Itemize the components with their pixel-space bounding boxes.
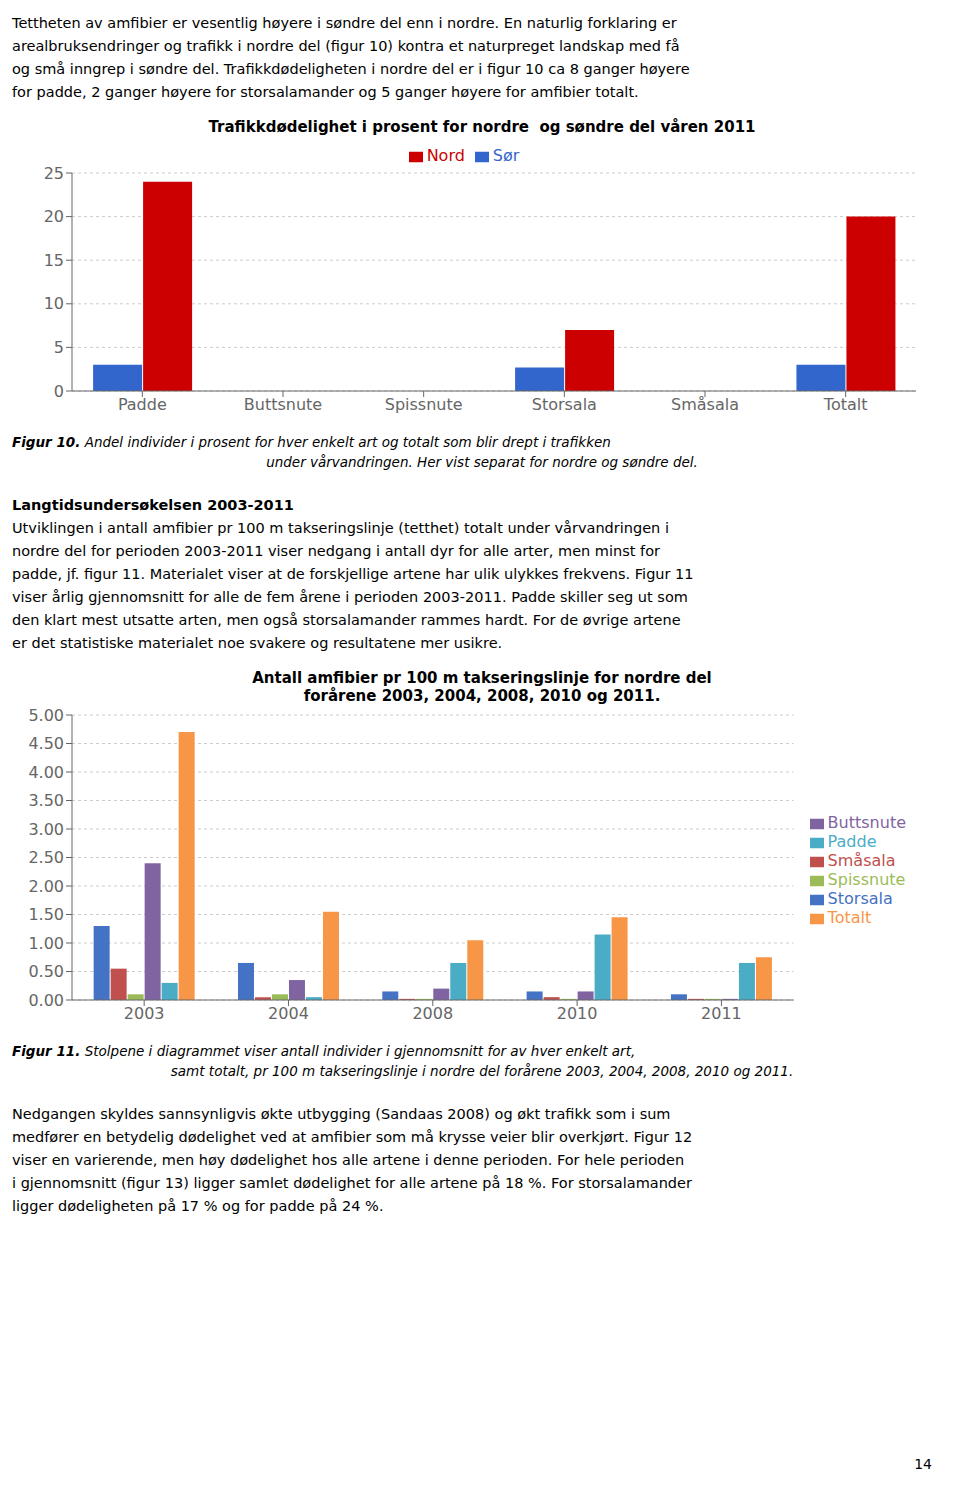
html-text:samt totalt, pr 100 m takserin: samt totalt, pr 100 m takseringslinje i … <box>170 1063 794 1079</box>
html-text:padde, jf. figur 11. Materiale: padde, jf. figur 11. Materialet viser at… <box>12 566 694 582</box>
svg-text:2003: 2003 <box>124 1004 165 1023</box>
html-text:Buttsnute: Buttsnute <box>827 813 906 832</box>
svg-text:0: 0 <box>54 382 64 401</box>
html-text:ligger dødeligheten på 17 % og: ligger dødeligheten på 17 % og for padde… <box>12 1198 384 1214</box>
svg-text:4.00: 4.00 <box>28 763 64 782</box>
html-text:Nedgangen skyldes sannsynligvi: Nedgangen skyldes sannsynligvis økte utb… <box>12 1106 671 1122</box>
html-text:viser en varierende, men høy d: viser en varierende, men høy dødelighet … <box>12 1152 685 1168</box>
html-text:Storsala: Storsala <box>827 889 893 908</box>
svg-text:20: 20 <box>44 207 64 226</box>
html-text:Padde: Padde <box>827 832 877 851</box>
svg-text:15: 15 <box>44 251 64 270</box>
html-text:Figur 10. Andel individer i pr: Figur 10. Andel individer i prosent for … <box>12 434 611 450</box>
svg-text:2.50: 2.50 <box>28 848 64 867</box>
svg-text:10: 10 <box>44 294 64 313</box>
html-text:nordre del for perioden 2003-2: nordre del for perioden 2003-2011 viser … <box>12 543 660 559</box>
html-text:Trafikkdødelighet i prosent fo: Trafikkdødelighet i prosent for nordre o… <box>208 118 756 136</box>
svg-text:2008: 2008 <box>412 1004 453 1023</box>
html-text:under vårvandringen. Her vist: under vårvandringen. Her vist separat fo… <box>266 454 698 470</box>
html-text:Utviklingen i antall amfibier: Utviklingen i antall amfibier pr 100 m t… <box>12 520 669 536</box>
svg-text:1.50: 1.50 <box>28 905 64 924</box>
svg-text:Totalt: Totalt <box>823 395 868 414</box>
html-text:Langtidsundersøkelsen 2003-201: Langtidsundersøkelsen 2003-2011 <box>12 497 294 513</box>
html-text:Nord: Nord <box>426 146 465 165</box>
html-text:Tettheten av amfibier er vesen: Tettheten av amfibier er vesentlig høyer… <box>12 15 677 31</box>
html-text:for padde, 2 ganger høyere for: for padde, 2 ganger høyere for storsalam… <box>12 84 639 100</box>
html-text:er det statistiske materialet: er det statistiske materialet noe svaker… <box>12 635 503 651</box>
svg-text:4.50: 4.50 <box>28 734 64 753</box>
html-text:medfører en betydelig dødeligh: medfører en betydelig dødelighet ved at … <box>12 1129 693 1145</box>
svg-text:Padde: Padde <box>118 395 167 414</box>
svg-text:2010: 2010 <box>557 1004 598 1023</box>
html-text:Småsala: Småsala <box>827 851 896 870</box>
svg-text:2.00: 2.00 <box>28 877 64 896</box>
html-text:og små inngrep i søndre del. T: og små inngrep i søndre del. Trafikkdøde… <box>12 61 690 77</box>
html-text:den klart mest utsatte arten,: den klart mest utsatte arten, men også s… <box>12 612 681 628</box>
svg-text:Storsala: Storsala <box>532 395 597 414</box>
svg-text:Småsala: Småsala <box>671 395 739 414</box>
html-text:Sør: Sør <box>492 146 520 165</box>
svg-text:3.50: 3.50 <box>28 791 64 810</box>
svg-text:Spissnute: Spissnute <box>385 395 463 414</box>
html-text:forårene 2003, 2004, 2008, 201: forårene 2003, 2004, 2008, 2010 og 2011. <box>303 687 661 705</box>
html-text:Totalt: Totalt <box>827 908 872 927</box>
html-text:Figur 11. Stolpene i diagramme: Figur 11. Stolpene i diagrammet viser an… <box>12 1043 636 1059</box>
svg-text:25: 25 <box>44 164 64 183</box>
svg-text:3.00: 3.00 <box>28 820 64 839</box>
svg-text:2011: 2011 <box>701 1004 742 1023</box>
svg-text:0.00: 0.00 <box>28 991 64 1010</box>
svg-text:2004: 2004 <box>268 1004 309 1023</box>
svg-text:Buttsnute: Buttsnute <box>244 395 322 414</box>
html-text:Antall amfibier pr 100 m takse: Antall amfibier pr 100 m takseringslinje… <box>252 669 712 687</box>
html-text:i gjennomsnitt (figur 13) ligg: i gjennomsnitt (figur 13) ligger samlet … <box>12 1175 692 1191</box>
svg-text:1.00: 1.00 <box>28 934 64 953</box>
svg-text:5: 5 <box>54 338 64 357</box>
html-text:14: 14 <box>914 1456 932 1472</box>
html-text:viser årlig gjennomsnitt for a: viser årlig gjennomsnitt for alle de fem… <box>12 589 688 605</box>
svg-text:0.50: 0.50 <box>28 962 64 981</box>
html-text:arealbruksendringer og trafikk: arealbruksendringer og trafikk i nordre … <box>12 38 680 54</box>
html-text:Spissnute: Spissnute <box>827 870 906 889</box>
svg-text:5.00: 5.00 <box>28 706 64 725</box>
